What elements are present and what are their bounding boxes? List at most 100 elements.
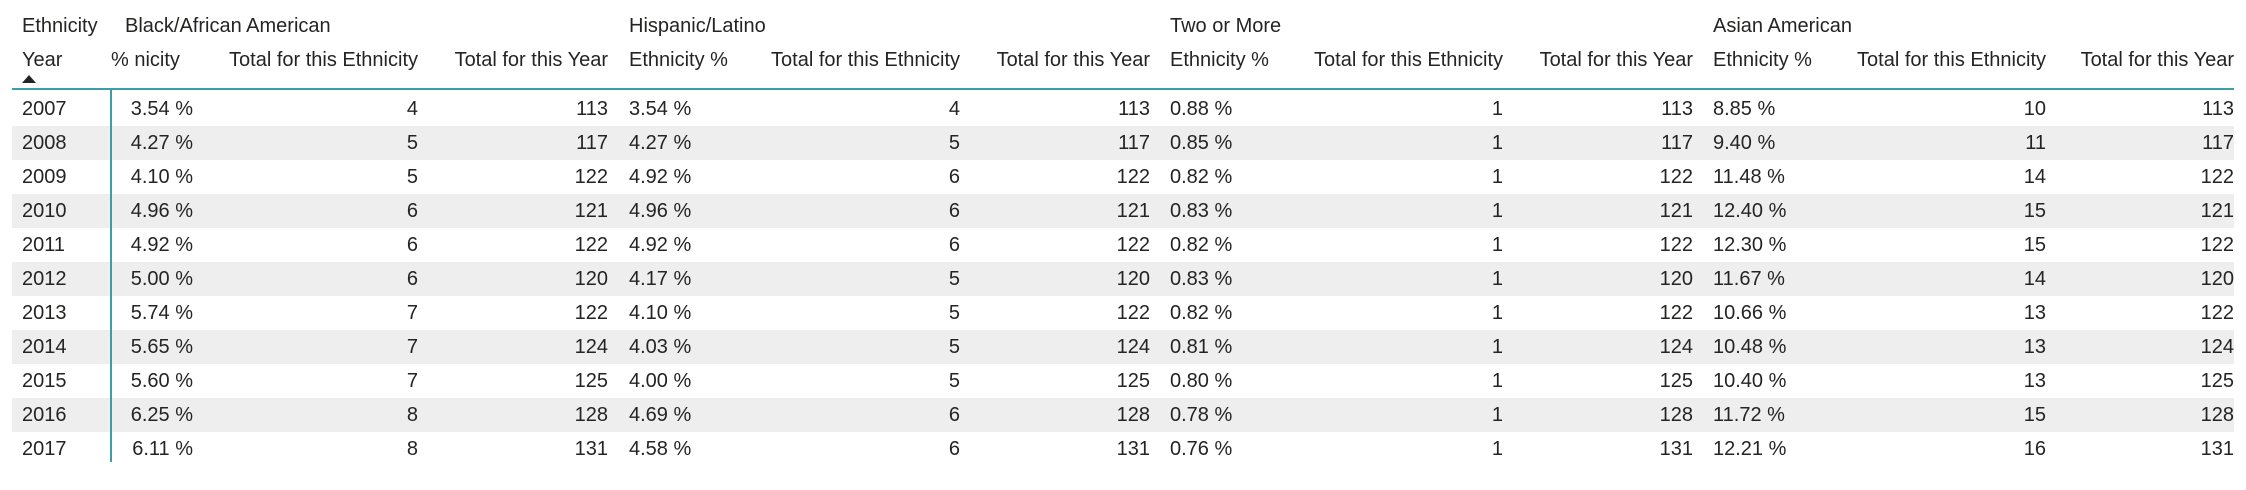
- table-cell-two-or-more-total-for-year: 120: [1659, 268, 1693, 290]
- table-cell-hispanic-latino-ethnicity-percent: 4.92 %: [629, 166, 692, 188]
- table-cell-hispanic-latino-total-for-year: 117: [1118, 132, 1150, 154]
- table-cell-hispanic-latino-total-for-year: 121: [1116, 200, 1150, 222]
- table-cell-black-african-american-ethnicity-percent: 5.65 %: [130, 336, 193, 358]
- group-header-two-or-more[interactable]: Two or More: [1170, 15, 1282, 37]
- table-cell-hispanic-latino-total-for-ethnicity: 5: [948, 268, 960, 290]
- table-cell-asian-american-total-for-year: 122: [2200, 166, 2234, 188]
- table-cell-black-african-american-total-for-year: 120: [574, 268, 608, 290]
- table-cell-hispanic-latino-total-for-ethnicity: 6: [948, 234, 960, 256]
- table-cell-black-african-american-total-for-year: 128: [574, 404, 608, 426]
- table-cell-two-or-more-total-for-ethnicity: 1: [1491, 268, 1503, 290]
- table-cell-hispanic-latino-total-for-ethnicity: 4: [948, 98, 960, 120]
- table-row: 2014 5.65 % 7 124 4.03 % 5 124 0.81 % 1 124 10.48 …: [12, 330, 2234, 364]
- group-header-black-african-american[interactable]: Black/African American: [125, 15, 331, 37]
- table-cell-two-or-more-total-for-year: 124: [1659, 336, 1693, 358]
- table-cell-asian-american-ethnicity-percent: 12.21 %: [1713, 438, 1787, 460]
- table-cell-hispanic-latino-total-for-year: 128: [1116, 404, 1150, 426]
- table-cell-hispanic-latino-total-for-ethnicity: 5: [948, 302, 960, 324]
- table-cell-black-african-american-ethnicity-percent: 3.54 %: [130, 98, 193, 120]
- table-cell-hispanic-latino-total-for-year: 124: [1116, 336, 1150, 358]
- group-header-asian-american[interactable]: Asian American: [1713, 15, 1852, 37]
- row-header-year: 2008: [22, 132, 67, 154]
- column-header-two-or-more-total-for-ethnicity[interactable]: Total for this Ethnicity: [1314, 49, 1503, 71]
- table-cell-black-african-american-total-for-year: 125: [574, 370, 608, 392]
- table-cell-asian-american-ethnicity-percent: 10.48 %: [1713, 336, 1787, 358]
- table-cell-hispanic-latino-total-for-ethnicity: 6: [948, 404, 960, 426]
- group-header-hispanic-latino[interactable]: Hispanic/Latino: [629, 15, 766, 37]
- table-cell-asian-american-total-for-ethnicity: 15: [2023, 200, 2046, 222]
- table-cell-asian-american-ethnicity-percent: 11.67 %: [1713, 268, 1785, 290]
- table-cell-black-african-american-total-for-ethnicity: 5: [406, 132, 418, 154]
- table-cell-black-african-american-total-for-year: 122: [574, 234, 608, 256]
- table-cell-black-african-american-total-for-ethnicity: 6: [406, 268, 418, 290]
- table-cell-asian-american-ethnicity-percent: 10.40 %: [1713, 370, 1787, 392]
- table-row: 2015 5.60 % 7 125 4.00 % 5 125 0.80 % 1 125 10.40 …: [12, 364, 2234, 398]
- table-cell-asian-american-total-for-ethnicity: 14: [2023, 268, 2046, 290]
- table-cell-black-african-american-ethnicity-percent: 4.96 %: [130, 200, 193, 222]
- table-cell-hispanic-latino-ethnicity-percent: 3.54 %: [629, 98, 692, 120]
- table-cell-hispanic-latino-ethnicity-percent: 4.27 %: [629, 132, 692, 154]
- table-cell-hispanic-latino-total-for-year: 122: [1116, 166, 1150, 188]
- table-cell-black-african-american-total-for-year: 131: [574, 438, 608, 460]
- row-field-header-ethnicity[interactable]: Ethnicity: [22, 15, 98, 37]
- sort-ascending-icon[interactable]: [22, 75, 36, 83]
- table-cell-two-or-more-total-for-year: 128: [1659, 404, 1693, 426]
- table-cell-hispanic-latino-total-for-ethnicity: 6: [948, 200, 960, 222]
- column-header-hispanic-latino-ethnicity-percent[interactable]: Ethnicity %: [629, 49, 728, 71]
- table-cell-black-african-american-ethnicity-percent: 4.27 %: [130, 132, 193, 154]
- column-header-asian-american-ethnicity-percent[interactable]: Ethnicity %: [1713, 49, 1812, 71]
- table-cell-two-or-more-ethnicity-percent: 0.85 %: [1170, 132, 1233, 154]
- column-header-hispanic-latino-total-for-ethnicity[interactable]: Total for this Ethnicity: [771, 49, 960, 71]
- row-header-year: 2017: [22, 438, 67, 460]
- table-cell-asian-american-total-for-year: 120: [2200, 268, 2234, 290]
- column-header-two-or-more-ethnicity-percent[interactable]: Ethnicity %: [1170, 49, 1269, 71]
- table-cell-two-or-more-ethnicity-percent: 0.78 %: [1170, 404, 1233, 426]
- table-row: 2010 4.96 % 6 121 4.96 % 6 121 0.83 % 1 121 12.40 …: [12, 194, 2234, 228]
- table-cell-asian-american-total-for-year: 122: [2200, 234, 2234, 256]
- table-cell-two-or-more-total-for-year: 122: [1659, 166, 1693, 188]
- table-cell-black-african-american-total-for-ethnicity: 7: [406, 336, 418, 358]
- column-header-black-african-american-ethnicity-percent[interactable]: nicity %: [111, 49, 180, 71]
- table-cell-hispanic-latino-total-for-ethnicity: 6: [948, 166, 960, 188]
- table-cell-asian-american-total-for-ethnicity: 13: [2023, 336, 2046, 358]
- column-header-year[interactable]: Year: [22, 49, 63, 71]
- column-header-hispanic-latino-total-for-year[interactable]: Total for this Year: [996, 49, 1150, 71]
- table-cell-asian-american-total-for-year: 128: [2200, 404, 2234, 426]
- table-cell-two-or-more-total-for-year: 125: [1659, 370, 1693, 392]
- table-cell-asian-american-ethnicity-percent: 11.48 %: [1713, 166, 1785, 188]
- row-header-year: 2011: [22, 234, 66, 256]
- table-cell-black-african-american-ethnicity-percent: 5.00 %: [130, 268, 193, 290]
- table-cell-two-or-more-ethnicity-percent: 0.88 %: [1170, 98, 1233, 120]
- column-header-two-or-more-total-for-year[interactable]: Total for this Year: [1539, 49, 1693, 71]
- table-cell-black-african-american-ethnicity-percent: 6.25 %: [130, 404, 193, 426]
- table-cell-black-african-american-total-for-year: 122: [574, 166, 608, 188]
- row-header-year: 2009: [22, 166, 67, 188]
- table-cell-two-or-more-ethnicity-percent: 0.82 %: [1170, 302, 1233, 324]
- table-cell-two-or-more-total-for-ethnicity: 1: [1491, 370, 1503, 392]
- table-cell-hispanic-latino-ethnicity-percent: 4.58 %: [629, 438, 692, 460]
- table-cell-asian-american-total-for-ethnicity: 14: [2023, 166, 2046, 188]
- table-cell-two-or-more-ethnicity-percent: 0.82 %: [1170, 166, 1233, 188]
- table-cell-hispanic-latino-total-for-ethnicity: 5: [948, 370, 960, 392]
- column-header-black-african-american-total-for-ethnicity[interactable]: Total for this Ethnicity: [229, 49, 418, 71]
- table-cell-two-or-more-total-for-ethnicity: 1: [1491, 200, 1503, 222]
- column-header-asian-american-total-for-year[interactable]: Total for this Year: [2080, 49, 2234, 71]
- table-cell-asian-american-ethnicity-percent: 11.72 %: [1713, 404, 1785, 426]
- table-row: 2008 4.27 % 5 117 4.27 % 5 117 0.85 % 1 117 9.40 %…: [12, 126, 2234, 160]
- table-cell-asian-american-total-for-ethnicity: 16: [2023, 438, 2046, 460]
- table-cell-hispanic-latino-ethnicity-percent: 4.17 %: [629, 268, 692, 290]
- table-cell-asian-american-total-for-ethnicity: 15: [2023, 404, 2046, 426]
- table-row: 2016 6.25 % 8 128 4.69 % 6 128 0.78 % 1 128 11.72 …: [12, 398, 2234, 432]
- column-header-black-african-american-total-for-year[interactable]: Total for this Year: [454, 49, 608, 71]
- table-cell-two-or-more-total-for-ethnicity: 1: [1491, 404, 1503, 426]
- table-cell-asian-american-ethnicity-percent: 8.85 %: [1713, 98, 1776, 120]
- column-header-asian-american-total-for-ethnicity[interactable]: Total for this Ethnicity: [1857, 49, 2046, 71]
- table-cell-two-or-more-total-for-year: 113: [1661, 98, 1693, 120]
- table-cell-two-or-more-total-for-year: 121: [1659, 200, 1693, 222]
- table-cell-asian-american-ethnicity-percent: 9.40 %: [1713, 132, 1776, 154]
- table-cell-two-or-more-ethnicity-percent: 0.80 %: [1170, 370, 1233, 392]
- row-header-year: 2013: [22, 302, 67, 324]
- row-header-year: 2015: [22, 370, 67, 392]
- table-cell-asian-american-ethnicity-percent: 10.66 %: [1713, 302, 1787, 324]
